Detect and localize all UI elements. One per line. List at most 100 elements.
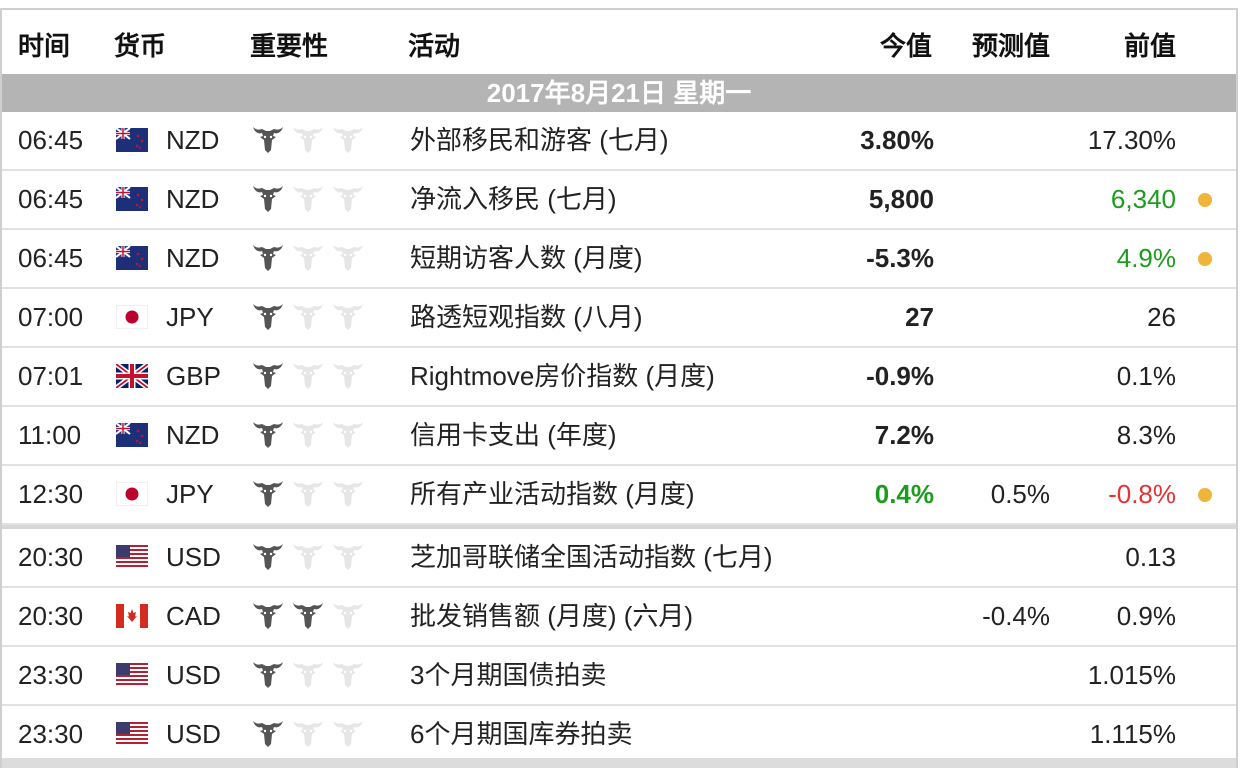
bull-icon — [332, 360, 364, 390]
bull-icon — [292, 419, 324, 449]
event-time: 23:30 — [18, 719, 84, 749]
event-currency: USD — [166, 660, 221, 690]
bull-icon — [332, 301, 364, 331]
header-forecast[interactable]: 预测值 — [971, 31, 1050, 61]
event-row[interactable]: 11:00 NZD 信用卡支出 (年度) 7.2% 8.3% — [2, 407, 1236, 466]
revision-dot-icon[interactable] — [1198, 488, 1212, 502]
event-time: 11:00 — [18, 420, 82, 450]
event-currency: USD — [166, 542, 221, 572]
event-currency: GBP — [166, 361, 221, 391]
event-time: 20:30 — [18, 601, 84, 631]
event-row[interactable]: 06:45 NZD 外部移民和游客 (七月) 3.80% 17.30% — [2, 112, 1236, 171]
bull-icon — [252, 301, 284, 331]
event-actual: 0.4% — [874, 479, 934, 509]
header-previous[interactable]: 前值 — [1123, 31, 1176, 61]
event-currency: USD — [166, 719, 221, 749]
table-header: 时间 货币 重要性 活动 今值 预测值 前值 — [0, 8, 1238, 74]
header-currency[interactable]: 货币 — [114, 31, 167, 61]
event-time: 06:45 — [18, 184, 84, 214]
bull-icon — [292, 183, 324, 213]
revision-dot-icon[interactable] — [1198, 193, 1212, 207]
event-row[interactable]: 12:30 JPY 所有产业活动指数 (月度) 0.4% 0.5% -0.8% — [2, 466, 1236, 525]
event-currency: NZD — [166, 125, 220, 155]
bull-icon — [292, 541, 324, 571]
bull-icon — [252, 600, 284, 630]
event-name[interactable]: 6个月期国库券拍卖 — [410, 719, 633, 749]
header-actual[interactable]: 今值 — [879, 31, 932, 61]
event-name[interactable]: 净流入移民 (七月) — [410, 184, 617, 214]
event-list: 06:45 NZD 外部移民和游客 (七月) 3.80% 17.30% 06:45 NZD 净… — [2, 112, 1236, 765]
event-time: 23:30 — [18, 660, 84, 690]
nz-flag-icon — [115, 127, 148, 152]
bull-icon — [292, 124, 324, 154]
nz-flag-icon — [115, 245, 148, 270]
bull-icon — [332, 541, 364, 571]
bull-icon — [252, 659, 284, 689]
jp-flag-icon — [115, 481, 149, 507]
event-row[interactable]: 06:45 NZD 短期访客人数 (月度) -5.3% 4.9% — [2, 230, 1236, 289]
event-time: 20:30 — [18, 542, 84, 572]
event-name[interactable]: 芝加哥联储全国活动指数 (七月) — [410, 542, 773, 572]
gb-flag-icon — [114, 362, 150, 390]
event-row[interactable]: 07:00 JPY 路透短观指数 (八月) 27 26 — [2, 289, 1236, 348]
importance-rating — [252, 541, 364, 571]
date-bar: 2017年8月21日 星期一 — [2, 74, 1236, 112]
event-row[interactable]: 20:30 CAD 批发销售额 (月度) (六月) -0.4% 0.9% — [2, 588, 1236, 647]
header-importance[interactable]: 重要性 — [250, 31, 329, 61]
bull-icon — [292, 718, 324, 748]
event-previous: 0.1% — [1116, 361, 1176, 391]
event-previous: 17.30% — [1087, 125, 1176, 155]
calendar-frame — [0, 8, 1238, 768]
bull-icon — [332, 478, 364, 508]
importance-rating — [252, 659, 364, 689]
event-currency: NZD — [166, 184, 220, 214]
event-currency: NZD — [166, 243, 220, 273]
bull-icon — [252, 360, 284, 390]
bull-icon — [252, 124, 284, 154]
event-actual: 27 — [905, 302, 934, 332]
importance-rating — [252, 124, 364, 154]
event-previous: 0.13 — [1125, 542, 1176, 572]
bull-icon — [252, 242, 284, 272]
bull-icon — [332, 419, 364, 449]
us-flag-icon — [116, 722, 148, 746]
header-event[interactable]: 活动 — [408, 31, 461, 61]
event-previous: 26 — [1147, 302, 1176, 332]
revision-dot-icon[interactable] — [1198, 252, 1212, 266]
event-row[interactable]: 20:30 USD 芝加哥联储全国活动指数 (七月) 0.13 — [2, 525, 1236, 588]
event-time: 06:45 — [18, 125, 84, 155]
event-previous: 4.9% — [1116, 243, 1176, 273]
bull-icon — [252, 419, 284, 449]
event-name[interactable]: 短期访客人数 (月度) — [410, 243, 643, 273]
bull-icon — [292, 600, 324, 630]
bull-icon — [332, 718, 364, 748]
event-name[interactable]: 批发销售额 (月度) (六月) — [410, 601, 694, 631]
event-name[interactable]: 路透短观指数 (八月) — [410, 302, 643, 332]
header-time[interactable]: 时间 — [18, 31, 71, 61]
us-flag-icon — [116, 545, 148, 569]
us-flag-icon — [116, 663, 148, 687]
event-row[interactable]: 23:30 USD 6个月期国库券拍卖 1.115% — [2, 706, 1236, 765]
event-row[interactable]: 06:45 NZD 净流入移民 (七月) 5,800 6,340 — [2, 171, 1236, 230]
event-actual: 5,800 — [868, 184, 934, 214]
bull-icon — [252, 718, 284, 748]
importance-rating — [252, 242, 364, 272]
jp-flag-icon — [115, 304, 149, 330]
event-forecast: 0.5% — [990, 479, 1050, 509]
event-name[interactable]: 外部移民和游客 (七月) — [410, 125, 669, 155]
event-time: 07:01 — [18, 361, 84, 391]
event-row[interactable]: 07:01 GBP Rightmove房价指数 (月度) -0.9% 0.1% — [2, 348, 1236, 407]
event-time: 12:30 — [18, 479, 84, 509]
importance-rating — [252, 478, 364, 508]
event-name[interactable]: Rightmove房价指数 (月度) — [410, 361, 715, 391]
event-row[interactable]: 23:30 USD 3个月期国债拍卖 1.015% — [2, 647, 1236, 706]
event-previous: 1.115% — [1089, 719, 1176, 749]
event-name[interactable]: 所有产业活动指数 (月度) — [410, 479, 695, 509]
bull-icon — [332, 600, 364, 630]
bull-icon — [252, 183, 284, 213]
event-previous: 6,340 — [1110, 184, 1176, 214]
event-currency: CAD — [166, 601, 221, 631]
event-time: 06:45 — [18, 243, 84, 273]
event-name[interactable]: 信用卡支出 (年度) — [410, 420, 617, 450]
event-name[interactable]: 3个月期国债拍卖 — [410, 660, 607, 690]
